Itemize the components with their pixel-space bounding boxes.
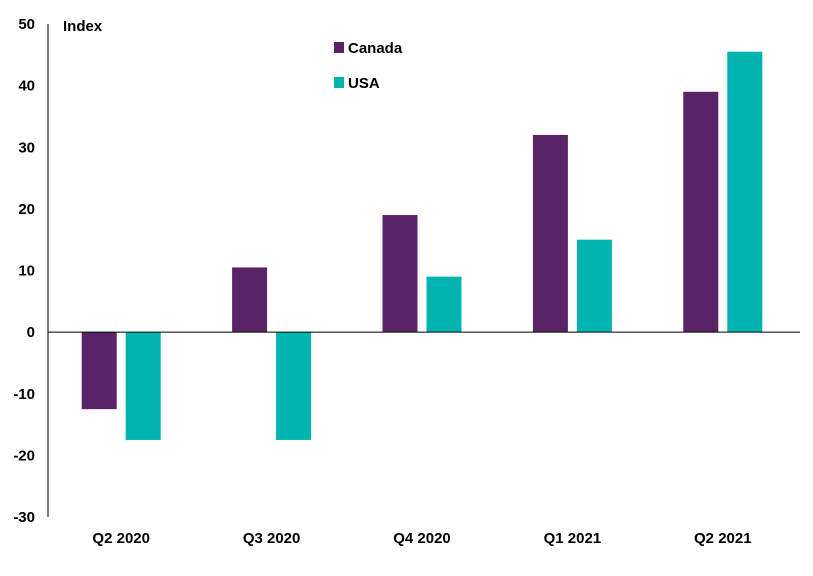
legend: Canada USA [334, 40, 403, 92]
y-tick-label: -30 [13, 509, 35, 526]
legend-swatch-canada [334, 42, 344, 53]
x-tick-label: Q2 2021 [694, 530, 752, 547]
bar-canada-q1-2021 [532, 134, 568, 333]
legend-label-usa: USA [348, 75, 380, 92]
legend-swatch-usa [334, 77, 344, 88]
y-tick-label: -10 [13, 386, 35, 403]
y-axis-label: Index [63, 18, 103, 35]
y-tick-label: 50 [18, 16, 35, 33]
y-tick-label: 30 [18, 139, 35, 156]
bar-canada-q3-2020 [232, 267, 268, 333]
legend-label-canada: Canada [348, 40, 403, 57]
y-tick-label: 0 [27, 324, 35, 341]
bar-usa-q2-2021 [727, 51, 763, 333]
y-tick-label: 40 [18, 78, 35, 95]
y-tick-label: 10 [18, 263, 35, 280]
bar-usa-q3-2020 [276, 332, 312, 440]
y-tick-label: -20 [13, 447, 35, 464]
y-tick-labels: 50 40 30 20 10 0 -10 -20 -30 [13, 16, 35, 526]
x-tick-label: Q2 2020 [92, 530, 150, 547]
x-tick-label: Q3 2020 [243, 530, 301, 547]
bar-canada-q2-2021 [683, 91, 719, 333]
bar-canada-q4-2020 [382, 215, 418, 333]
bar-usa-q4-2020 [426, 276, 462, 333]
y-tick-label: 20 [18, 201, 35, 218]
bar-usa-q2-2020 [125, 332, 161, 440]
x-tick-label: Q1 2021 [544, 530, 602, 547]
bars-group [81, 51, 763, 440]
bar-canada-q2-2020 [81, 332, 117, 410]
x-tick-label: Q4 2020 [393, 530, 451, 547]
bar-usa-q1-2021 [576, 239, 612, 333]
x-tick-labels: Q2 2020 Q3 2020 Q4 2020 Q1 2021 Q2 2021 [92, 530, 751, 547]
